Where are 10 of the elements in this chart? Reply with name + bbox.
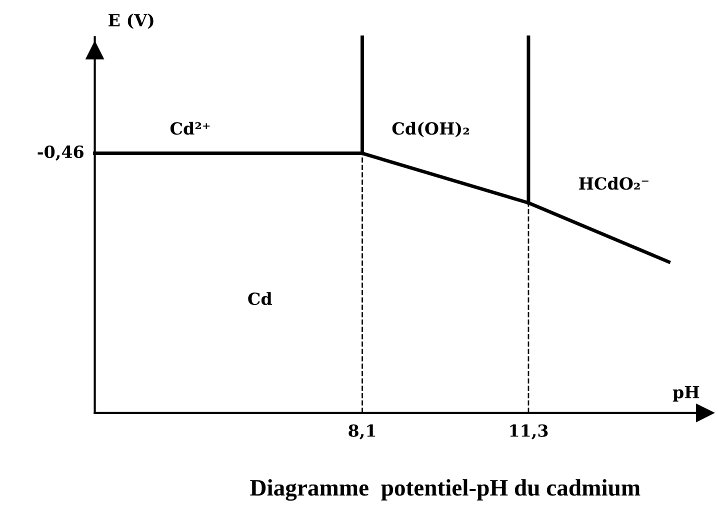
annotation: Cd xyxy=(248,292,272,306)
text: Diagramme potentiel-pH du cadmium xyxy=(250,479,640,501)
annotation: HCdO₂⁻ xyxy=(579,176,648,190)
annotation: Cd(OH)₂ xyxy=(392,122,469,138)
annotation: -0,46 xyxy=(38,146,84,161)
annotation: Cd²⁺ xyxy=(170,122,210,135)
y-axis-title: E (V) xyxy=(108,14,154,29)
x-tick-label: 11,3 xyxy=(510,424,548,440)
x-tick-label: 8,1 xyxy=(348,424,376,440)
x-axis-title: pH xyxy=(672,386,700,402)
